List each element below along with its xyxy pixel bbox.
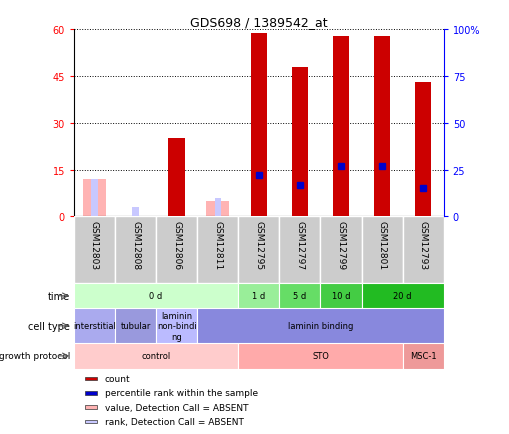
Text: GSM12808: GSM12808: [131, 220, 140, 269]
Text: laminin binding: laminin binding: [287, 322, 352, 331]
Text: GSM12795: GSM12795: [254, 220, 263, 269]
Text: time: time: [48, 291, 70, 301]
Text: 20 d: 20 d: [392, 292, 411, 301]
Bar: [197, 309, 443, 343]
Bar: [402, 343, 443, 369]
Bar: [132, 207, 138, 217]
Bar: [91, 180, 97, 217]
Bar: [414, 83, 431, 217]
Bar: [402, 217, 443, 283]
Bar: [156, 309, 197, 343]
Bar: [156, 217, 197, 283]
Text: interstitial: interstitial: [73, 322, 116, 331]
Bar: [373, 36, 389, 217]
Text: tubular: tubular: [120, 322, 151, 331]
Text: growth protocol: growth protocol: [0, 352, 70, 361]
Bar: [214, 198, 220, 217]
Bar: [320, 283, 361, 309]
Bar: [361, 283, 443, 309]
Bar: [279, 217, 320, 283]
Bar: [74, 283, 238, 309]
Bar: [238, 217, 279, 283]
Text: GSM12797: GSM12797: [295, 220, 304, 269]
Bar: [291, 68, 307, 217]
Bar: [332, 36, 349, 217]
Text: 0 d: 0 d: [149, 292, 162, 301]
Text: 5 d: 5 d: [293, 292, 306, 301]
Bar: [85, 405, 97, 409]
Text: GSM12801: GSM12801: [377, 220, 386, 269]
Bar: [168, 139, 184, 217]
Text: GSM12793: GSM12793: [418, 220, 427, 269]
Text: value, Detection Call = ABSENT: value, Detection Call = ABSENT: [104, 403, 248, 412]
Bar: [361, 217, 402, 283]
Bar: [320, 217, 361, 283]
Text: GSM12803: GSM12803: [90, 220, 99, 269]
Text: 1 d: 1 d: [252, 292, 265, 301]
Bar: [83, 180, 106, 217]
Bar: [74, 217, 115, 283]
Text: rank, Detection Call = ABSENT: rank, Detection Call = ABSENT: [104, 417, 243, 426]
Text: count: count: [104, 375, 130, 383]
Text: GSM12806: GSM12806: [172, 220, 181, 269]
Bar: [85, 420, 97, 423]
Bar: [250, 33, 267, 217]
Bar: [115, 217, 156, 283]
Bar: [115, 309, 156, 343]
Title: GDS698 / 1389542_at: GDS698 / 1389542_at: [190, 16, 327, 29]
Text: GSM12799: GSM12799: [336, 220, 345, 269]
Bar: [279, 283, 320, 309]
Bar: [238, 343, 402, 369]
Text: 10 d: 10 d: [331, 292, 350, 301]
Bar: [74, 343, 238, 369]
Text: STO: STO: [312, 352, 328, 361]
Bar: [85, 391, 97, 395]
Bar: [238, 283, 279, 309]
Bar: [197, 217, 238, 283]
Text: laminin
non-bindi
ng: laminin non-bindi ng: [156, 311, 196, 341]
Bar: [74, 309, 115, 343]
Text: percentile rank within the sample: percentile rank within the sample: [104, 388, 257, 398]
Bar: [85, 377, 97, 381]
Text: control: control: [141, 352, 171, 361]
Text: cell type: cell type: [29, 321, 70, 331]
Bar: [206, 201, 229, 217]
Text: GSM12811: GSM12811: [213, 220, 222, 269]
Text: MSC-1: MSC-1: [409, 352, 436, 361]
